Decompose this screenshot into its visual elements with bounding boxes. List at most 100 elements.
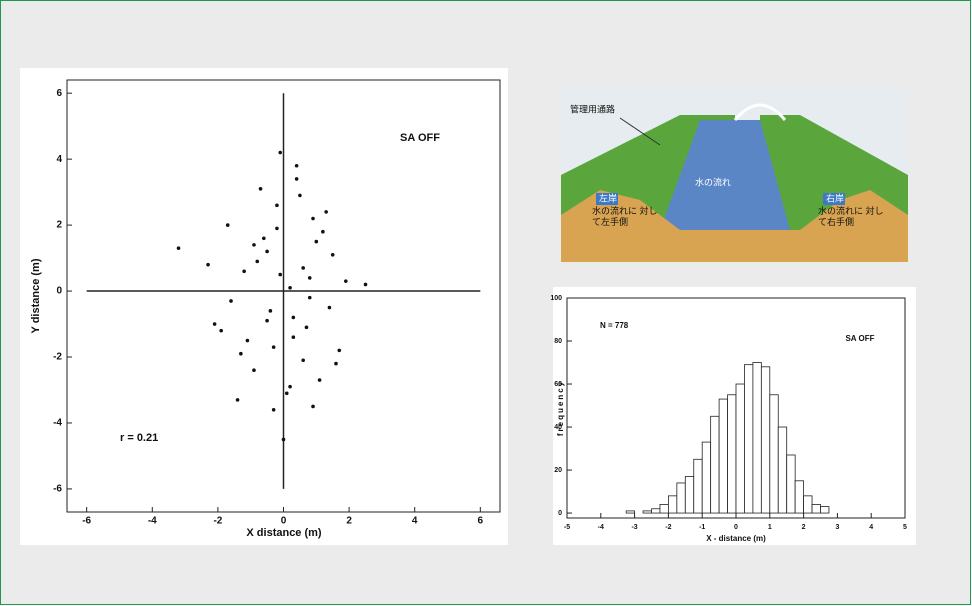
- bar: [626, 511, 634, 513]
- point: [275, 227, 279, 231]
- point: [265, 250, 269, 254]
- point: [324, 210, 328, 214]
- bar: [787, 455, 795, 513]
- y-tick-label: -6: [53, 484, 62, 495]
- bar: [778, 427, 786, 513]
- point: [229, 299, 233, 303]
- point: [301, 266, 305, 270]
- y-tick-label: 100: [550, 295, 562, 302]
- right-note: 水の流れに 対して右手側: [818, 206, 888, 228]
- point: [331, 253, 335, 257]
- left-note: 水の流れに 対して左手側: [592, 206, 662, 228]
- point: [292, 316, 296, 320]
- x-tick-label: 0: [734, 524, 738, 531]
- point: [308, 296, 312, 300]
- point: [334, 362, 338, 366]
- x-tick-label: -3: [631, 524, 637, 531]
- left-bank-label: 左岸: [599, 192, 617, 203]
- bar: [652, 509, 660, 513]
- page: 管理用通路 水の流れ 左岸 水の流れに 対して左手側 右岸 水の流れに 対して右…: [0, 0, 972, 606]
- point: [301, 359, 305, 363]
- point: [321, 230, 325, 234]
- point: [311, 217, 315, 221]
- point: [328, 306, 332, 310]
- x-axis-label: X - distance (m): [706, 534, 766, 543]
- point: [255, 260, 259, 264]
- point: [246, 339, 250, 343]
- x-tick-label: 4: [412, 516, 418, 527]
- point: [252, 243, 256, 247]
- x-tick-label: -4: [598, 524, 604, 531]
- point: [265, 319, 269, 323]
- bar: [736, 384, 744, 513]
- y-tick-label: 2: [56, 220, 62, 231]
- y-axis-label: frequency: [556, 380, 565, 436]
- point: [219, 329, 223, 333]
- y-tick-label: 6: [56, 88, 62, 99]
- point: [272, 345, 276, 349]
- x-tick-label: -1: [699, 524, 705, 531]
- bar: [753, 363, 761, 514]
- x-tick-label: 4: [869, 524, 873, 531]
- x-tick-label: 2: [346, 516, 352, 527]
- x-tick-label: 6: [478, 516, 484, 527]
- bar: [821, 507, 829, 513]
- x-tick-label: -2: [213, 516, 222, 527]
- point: [308, 276, 312, 280]
- bar: [685, 476, 693, 513]
- y-tick-label: -4: [53, 418, 62, 429]
- x-tick-label: -4: [148, 516, 157, 527]
- point: [269, 309, 273, 313]
- point: [206, 263, 210, 267]
- x-tick-label: 1: [768, 524, 772, 531]
- y-axis-label: Y distance (m): [30, 258, 42, 333]
- point: [226, 223, 230, 227]
- point: [318, 378, 322, 382]
- point: [236, 398, 240, 402]
- illustration: 管理用通路 水の流れ 左岸 水の流れに 対して左手側 右岸 水の流れに 対して右…: [561, 87, 908, 262]
- bar: [770, 395, 778, 513]
- point: [275, 204, 279, 208]
- point: [259, 187, 263, 191]
- x-tick-label: -5: [564, 524, 570, 531]
- point: [315, 240, 319, 244]
- bar: [660, 504, 668, 513]
- point: [344, 279, 348, 283]
- point: [295, 177, 299, 181]
- x-tick-label: -6: [82, 516, 91, 527]
- x-tick-label: 3: [835, 524, 839, 531]
- point: [177, 246, 181, 250]
- x-tick-label: 0: [281, 516, 287, 527]
- bar: [677, 483, 685, 513]
- bar: [694, 459, 702, 513]
- x-tick-label: 5: [903, 524, 907, 531]
- chart-title: SA OFF: [400, 132, 440, 144]
- annotation: r = 0.21: [120, 432, 158, 444]
- point: [337, 349, 341, 353]
- y-tick-label: 0: [56, 286, 62, 297]
- bar: [711, 416, 719, 513]
- point: [278, 273, 282, 277]
- bar: [761, 367, 769, 513]
- right-note-box: 水の流れに 対して右手側: [818, 206, 888, 236]
- x-tick-label: 2: [802, 524, 806, 531]
- point: [364, 283, 368, 287]
- point: [213, 322, 217, 326]
- x-axis-label: X distance (m): [246, 527, 322, 539]
- y-tick-label: -2: [53, 352, 62, 363]
- point: [305, 326, 309, 330]
- chart-title: SA OFF: [845, 334, 874, 343]
- bar: [795, 481, 803, 513]
- left-note-box: 水の流れに 対して左手側: [592, 206, 662, 236]
- point: [239, 352, 243, 356]
- bar: [812, 504, 820, 513]
- bar: [643, 511, 651, 513]
- bar: [702, 442, 710, 513]
- point: [311, 405, 315, 409]
- bar: [719, 399, 727, 513]
- point: [292, 335, 296, 339]
- path-label: 管理用通路: [570, 103, 615, 114]
- point: [298, 194, 302, 198]
- y-tick-label: 20: [554, 467, 562, 474]
- point: [282, 438, 286, 442]
